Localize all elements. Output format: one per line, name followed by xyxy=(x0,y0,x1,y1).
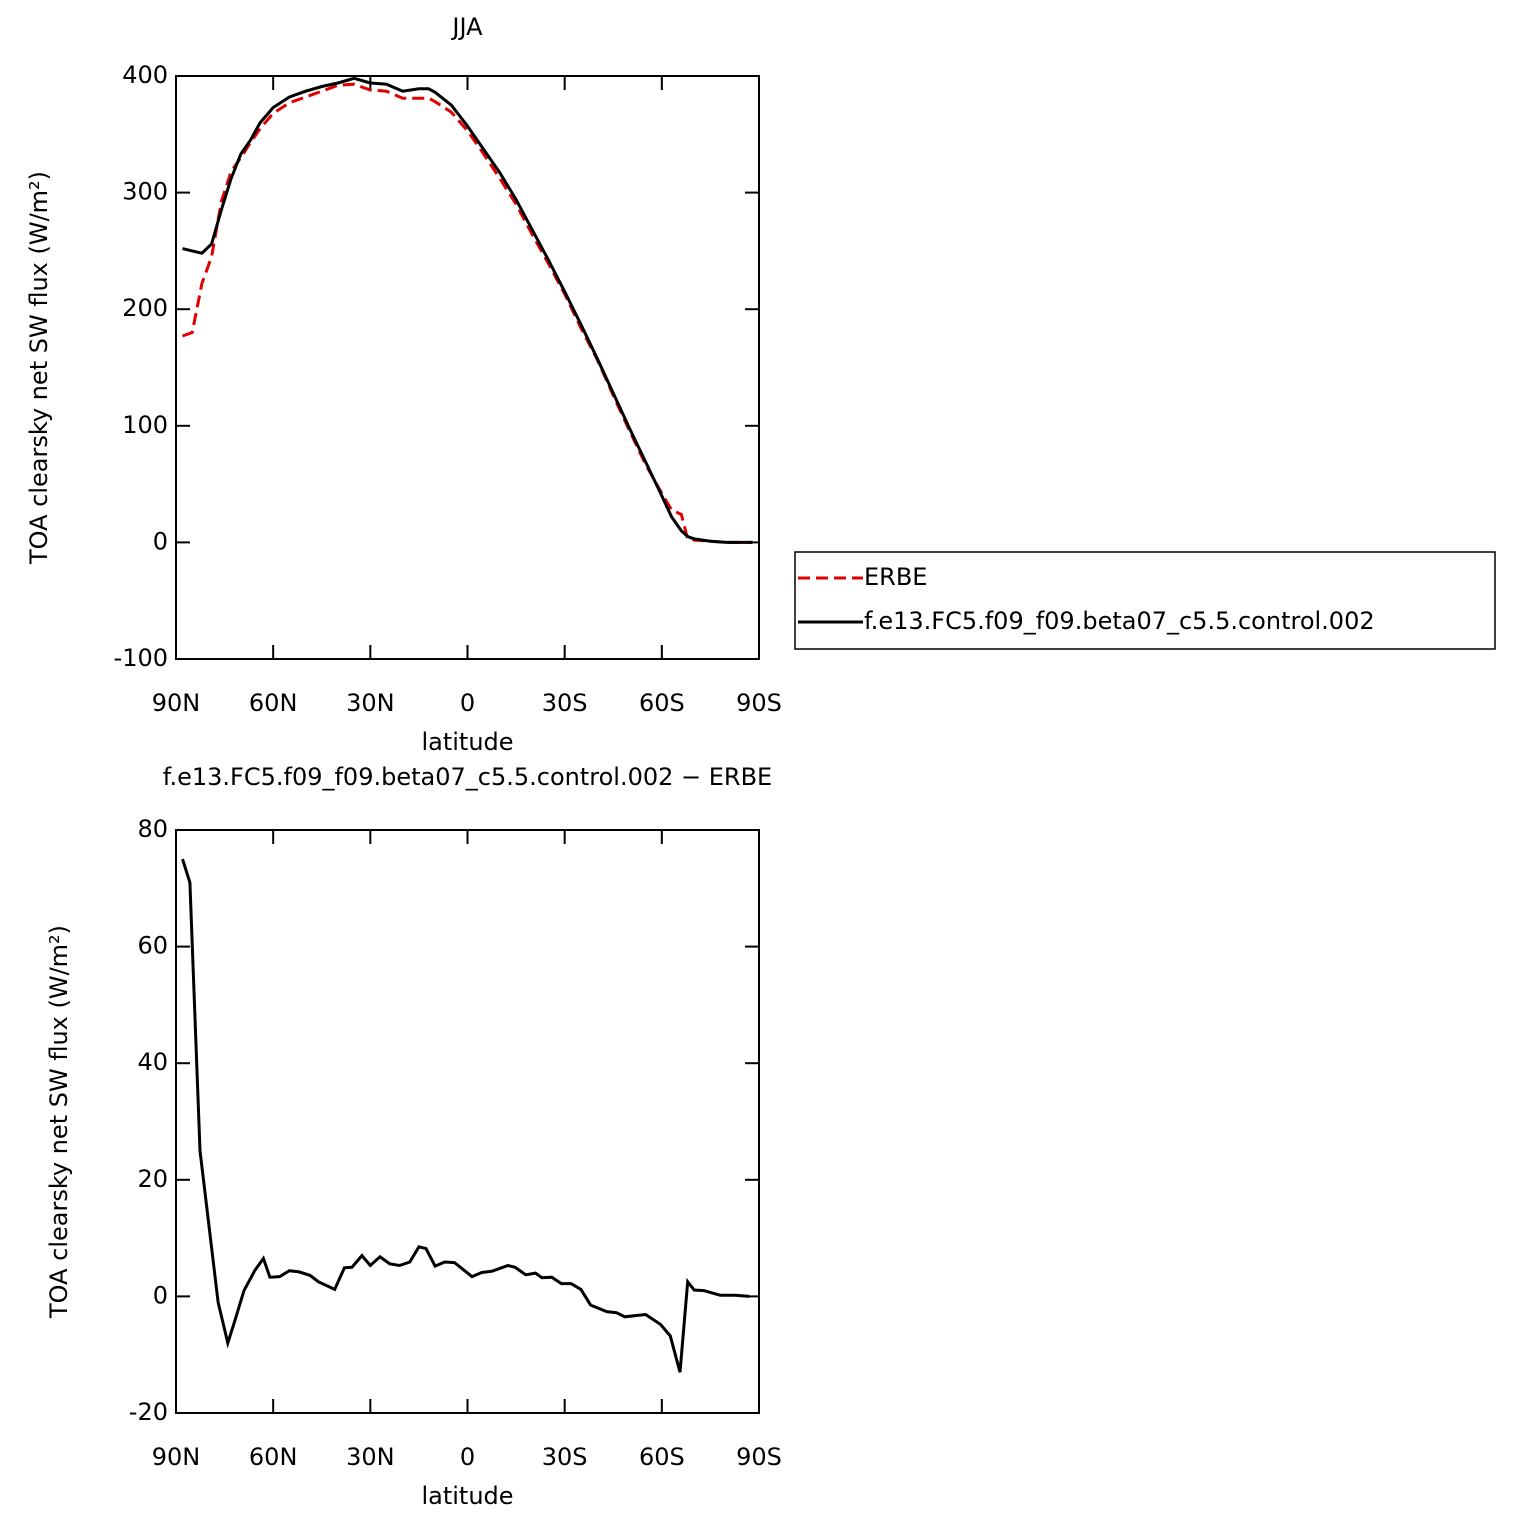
plot-frame xyxy=(175,75,760,660)
y-tick-label: -20 xyxy=(129,1398,168,1426)
chart-title: f.e13.FC5.f09_f09.beta07_c5.5.control.00… xyxy=(163,763,772,791)
x-tick-label: 90S xyxy=(736,689,782,717)
x-axis-label: latitude xyxy=(421,728,513,756)
x-tick-label: 60S xyxy=(639,1443,685,1471)
y-tick-label: 200 xyxy=(122,294,168,322)
x-axis-label: latitude xyxy=(421,1482,513,1510)
y-tick-label: 100 xyxy=(122,411,168,439)
x-tick-label: 60S xyxy=(639,689,685,717)
x-tick-label: 90N xyxy=(152,1443,201,1471)
x-tick-label: 90S xyxy=(736,1443,782,1471)
y-tick-label: 80 xyxy=(137,815,168,843)
y-tick-label: 300 xyxy=(122,178,168,206)
y-axis-label: TOA clearsky net SW flux (W/m²) xyxy=(25,171,53,565)
data-line xyxy=(182,76,753,544)
data-line xyxy=(181,858,750,1373)
data-line xyxy=(181,82,753,544)
x-tick-label: 30N xyxy=(346,689,395,717)
y-tick-label: 20 xyxy=(137,1165,168,1193)
chart-title: JJA xyxy=(450,13,483,41)
y-axis-label: TOA clearsky net SW flux (W/m²) xyxy=(45,925,73,1319)
x-tick-label: 0 xyxy=(460,689,475,717)
y-tick-label: 40 xyxy=(137,1048,168,1076)
x-tick-label: 30N xyxy=(346,1443,395,1471)
y-tick-label: 0 xyxy=(153,527,168,555)
x-tick-label: 60N xyxy=(249,689,298,717)
x-tick-label: 0 xyxy=(460,1443,475,1471)
y-tick-label: 400 xyxy=(122,61,168,89)
legend-label: ERBE xyxy=(864,563,927,591)
x-tick-label: 30S xyxy=(542,1443,588,1471)
x-tick-label: 60N xyxy=(249,1443,298,1471)
legend-box xyxy=(794,551,1496,650)
legend-label: f.e13.FC5.f09_f09.beta07_c5.5.control.00… xyxy=(864,607,1375,635)
y-tick-label: 60 xyxy=(137,932,168,960)
x-tick-label: 30S xyxy=(542,689,588,717)
y-tick-label: 0 xyxy=(153,1281,168,1309)
y-tick-label: -100 xyxy=(114,644,168,672)
x-tick-label: 90N xyxy=(152,689,201,717)
plot-frame xyxy=(175,829,760,1414)
